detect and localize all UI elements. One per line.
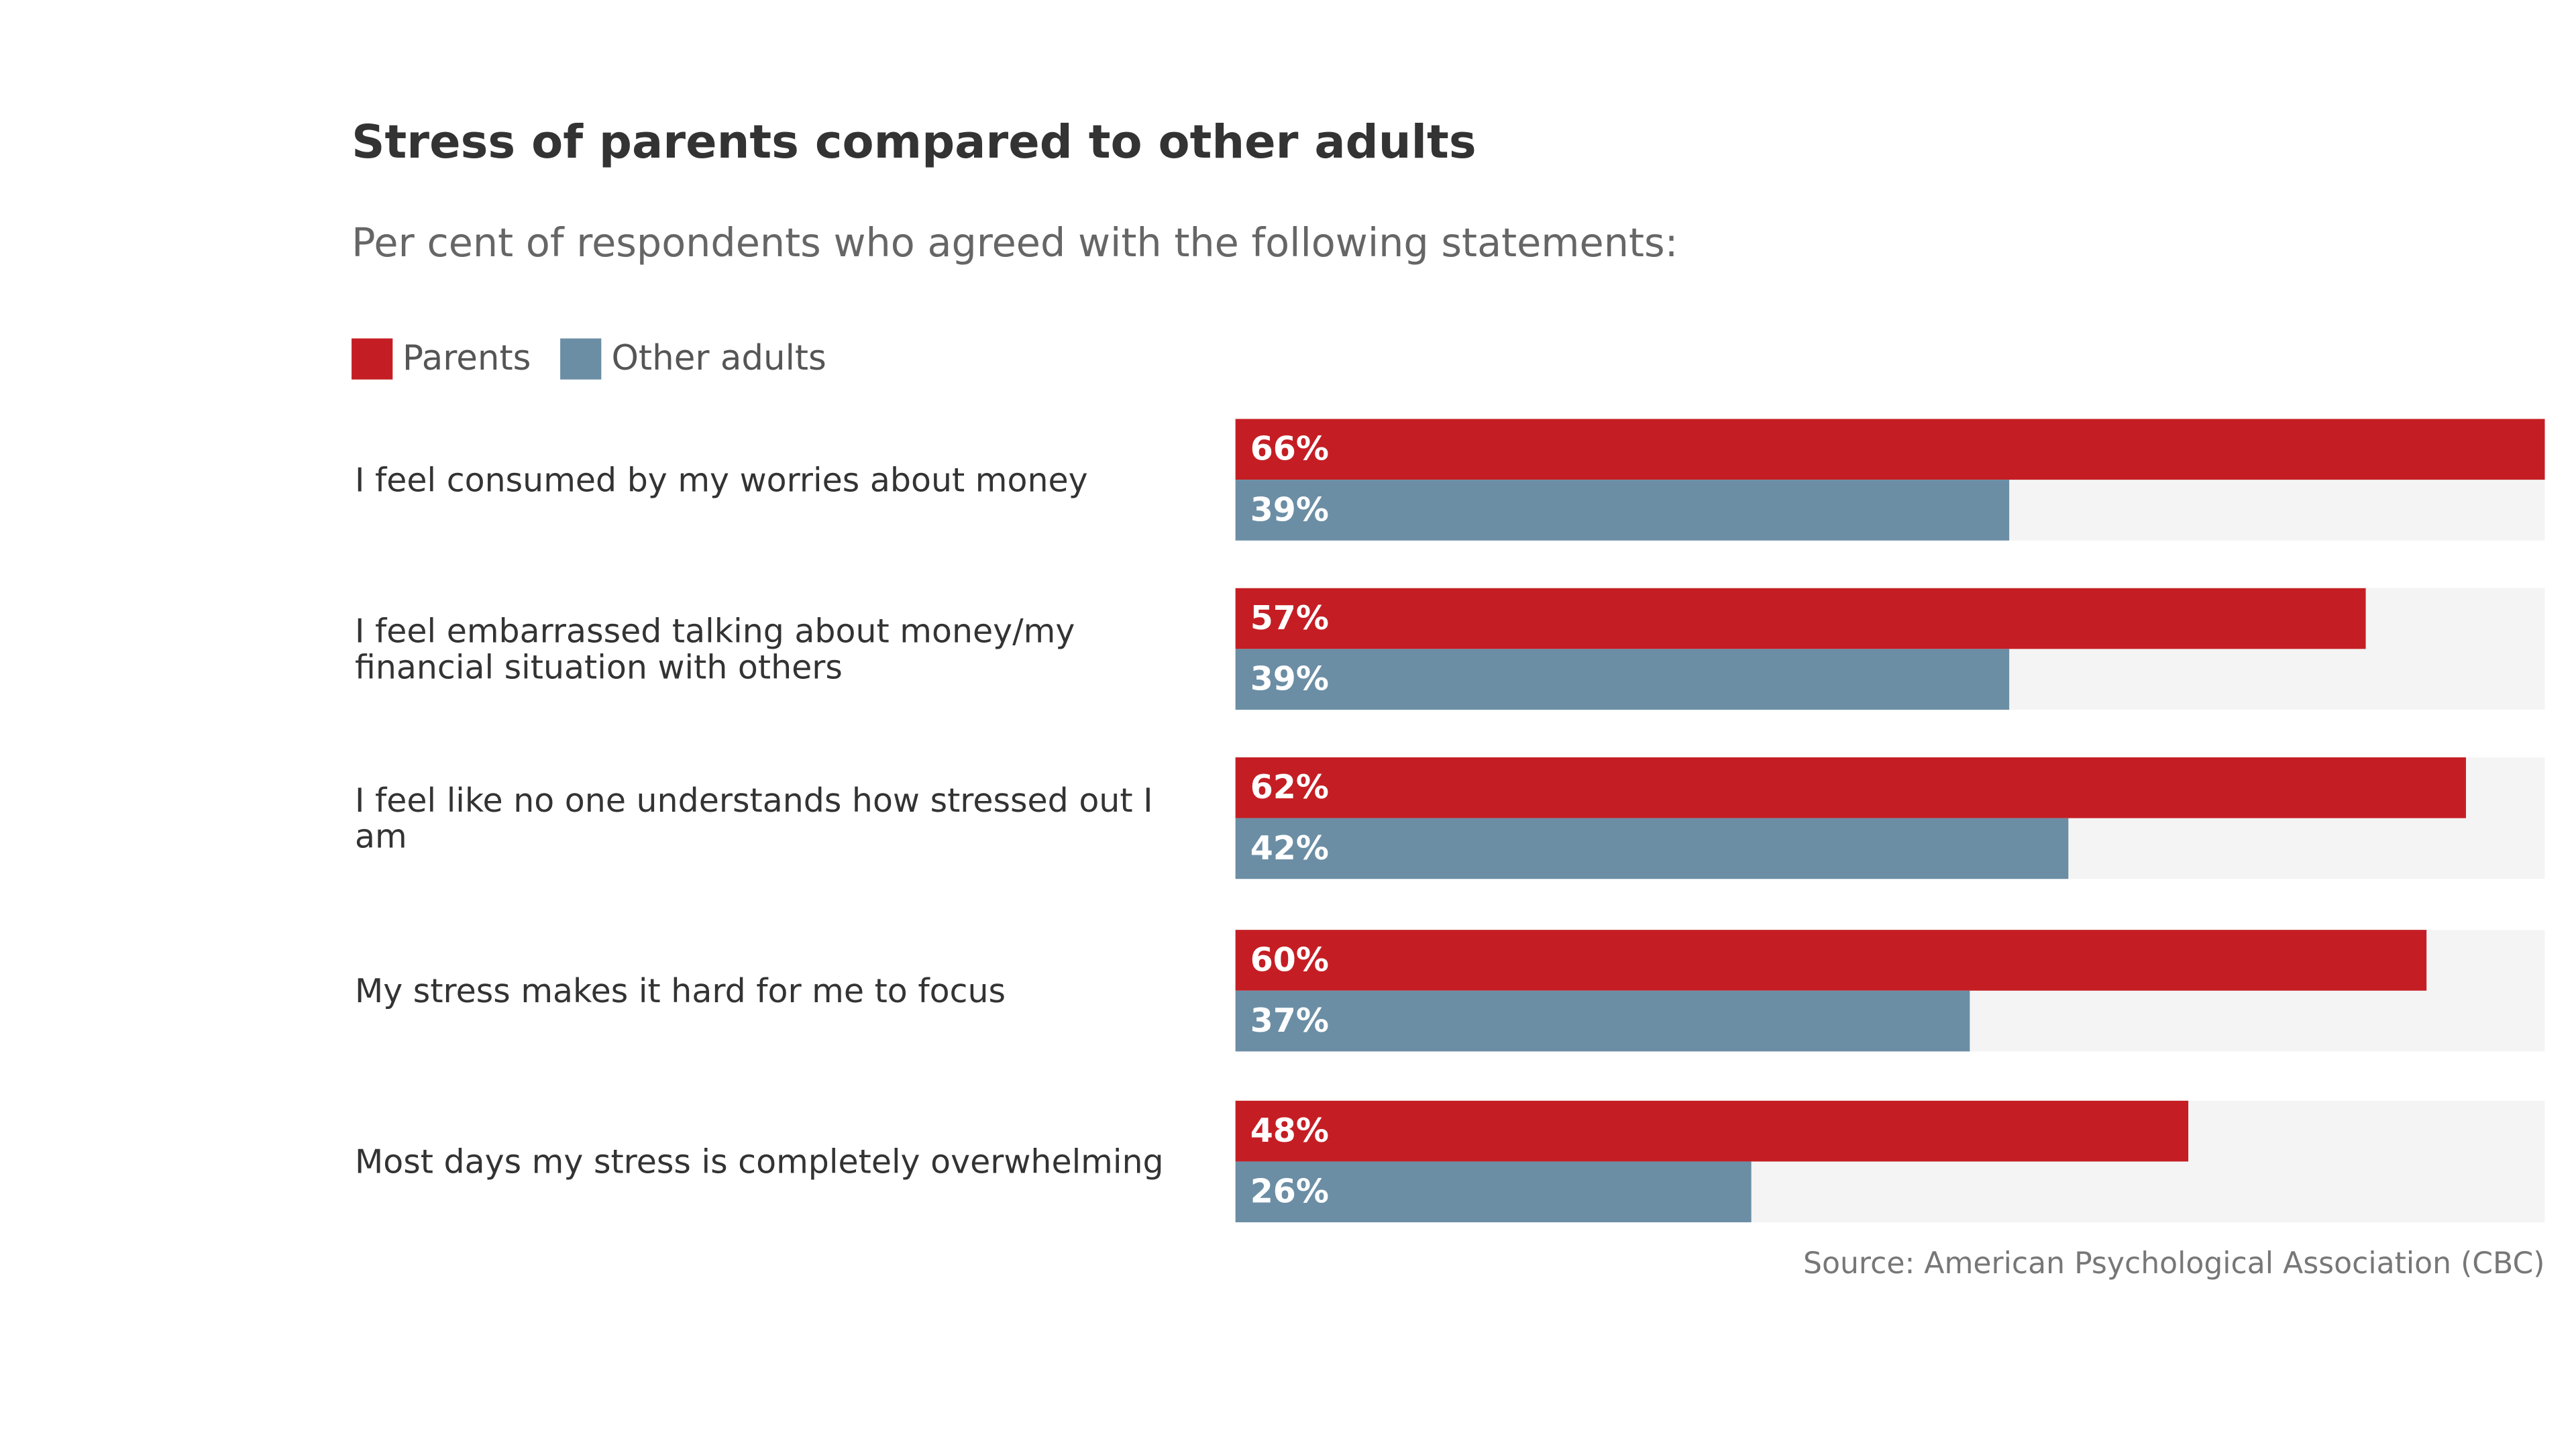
bar-other-adults xyxy=(1235,990,1970,1052)
value-label-other-adults: 42% xyxy=(1250,828,1329,868)
category-label: I feel like no one understands how stres… xyxy=(354,780,1153,856)
value-label-other-adults: 26% xyxy=(1250,1171,1329,1211)
legend-swatch-other-adults xyxy=(560,337,602,379)
category-label: I feel consumed by my worries about mone… xyxy=(354,460,1088,500)
bar-parents xyxy=(1235,930,2426,991)
bar-other-adults xyxy=(1235,649,2010,710)
value-label-other-adults: 37% xyxy=(1250,1000,1329,1040)
bar-other-adults xyxy=(1235,818,2069,879)
bar-parents xyxy=(1235,588,2367,649)
legend-item-other-adults: Other adults xyxy=(560,337,826,379)
value-label-parents: 57% xyxy=(1250,598,1329,638)
source-note: Source: American Psychological Associati… xyxy=(1803,1246,2545,1282)
bar-parents xyxy=(1235,1100,2188,1162)
legend-swatch-parents xyxy=(352,337,393,379)
bar-other-adults xyxy=(1235,480,2010,541)
value-label-parents: 48% xyxy=(1250,1110,1329,1150)
value-label-other-adults: 39% xyxy=(1250,489,1329,529)
category-label: I feel embarrassed talking about money/m… xyxy=(354,611,1075,687)
legend: Parents Other adults xyxy=(352,335,856,382)
legend-item-parents: Parents xyxy=(352,337,531,379)
category-label: My stress makes it hard for me to focus xyxy=(354,971,1006,1011)
bar-parents xyxy=(1235,757,2466,818)
value-label-parents: 60% xyxy=(1250,939,1329,979)
bar-other-adults xyxy=(1235,1161,1752,1223)
legend-label-parents: Parents xyxy=(402,338,531,378)
chart-subtitle: Per cent of respondents who agreed with … xyxy=(352,220,1678,266)
value-label-other-adults: 39% xyxy=(1250,659,1329,698)
value-label-parents: 66% xyxy=(1250,429,1329,468)
category-label: Most days my stress is completely overwh… xyxy=(354,1142,1164,1181)
chart-title: Stress of parents compared to other adul… xyxy=(352,115,1477,170)
legend-label-other-adults: Other adults xyxy=(611,338,826,378)
bar-parents xyxy=(1235,419,2545,480)
value-label-parents: 62% xyxy=(1250,767,1329,807)
